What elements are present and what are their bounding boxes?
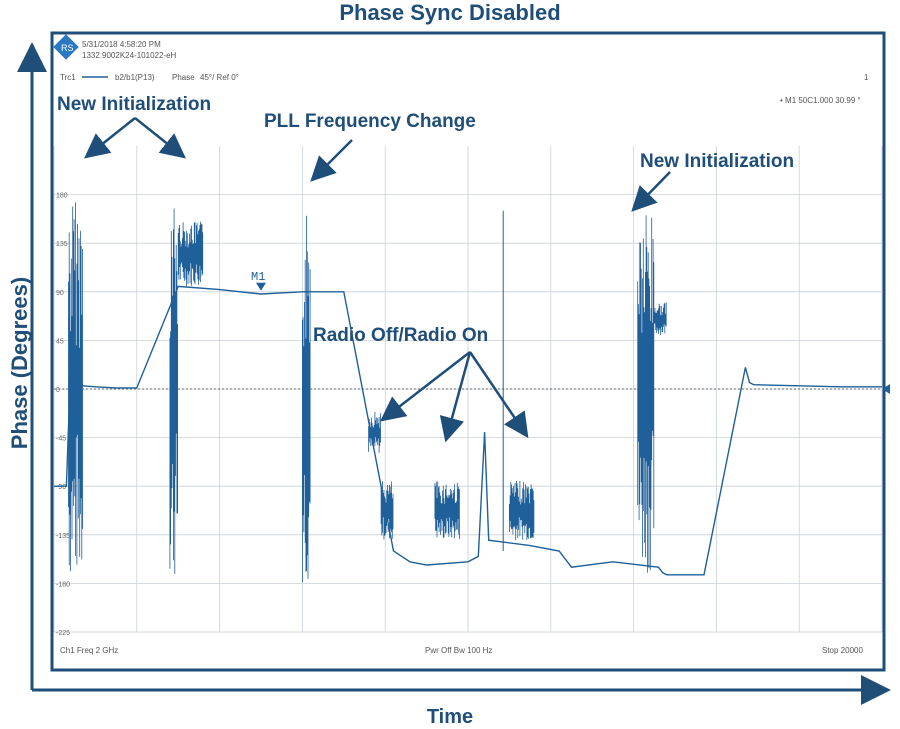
trace-format: Phase xyxy=(172,73,195,82)
trace-measure: b2/b1(P13) xyxy=(115,73,155,82)
trace-burst xyxy=(177,221,204,287)
footer-power: Pwr Off Bw 100 Hz xyxy=(425,646,492,655)
instrument-timestamp: 5/31/2018 4:58:20 PM xyxy=(82,40,161,49)
y-tick-labels: 180 135 90 45 0 -45 -90 -135 -180 -225 xyxy=(56,193,70,637)
trace-name: Trc1 xyxy=(60,73,76,82)
phase-trace xyxy=(54,285,882,576)
y-tick-label: 45 xyxy=(56,338,64,345)
y-tick-label: 135 xyxy=(56,241,68,248)
trace-burst xyxy=(380,481,394,540)
y-tick-label: -90 xyxy=(56,484,66,491)
y-tick-label: -225 xyxy=(56,630,70,637)
annotation-new-initialization-1: New Initialization xyxy=(57,94,211,115)
marker-m1-label: M1 xyxy=(251,270,265,284)
instrument-logo-icon: RS xyxy=(53,34,79,60)
annotation-new-initialization-2: New Initialization xyxy=(640,151,794,172)
channel-number: 1 xyxy=(864,73,869,82)
svg-text:RS: RS xyxy=(61,43,74,53)
y-tick-label: 90 xyxy=(56,290,64,297)
y-tick-label: 180 xyxy=(56,193,68,200)
trace-burst xyxy=(434,481,460,539)
trace-bursts xyxy=(68,202,667,583)
reference-marker-icon xyxy=(882,384,890,394)
figure-title: Phase Sync Disabled xyxy=(339,0,561,25)
footer-channel: Ch1 Freq 2 GHz xyxy=(60,646,118,655)
marker-m1-icon xyxy=(256,282,266,291)
footer-stop: Stop 20000 xyxy=(822,646,863,655)
trace-burst xyxy=(653,302,667,335)
x-axis-label: Time xyxy=(426,706,474,728)
y-tick-label: -135 xyxy=(56,533,70,540)
trace-burst xyxy=(509,480,535,541)
instrument-serial: 1332.9002K24-101022-eH xyxy=(82,51,177,60)
trace-burst xyxy=(302,215,311,583)
annotation-radio-off-on: Radio Off/Radio On xyxy=(313,325,488,346)
trace-burst xyxy=(169,208,178,574)
annotation-pll-frequency-change: PLL Frequency Change xyxy=(264,111,476,132)
y-tick-label: -45 xyxy=(56,436,66,443)
trace-scale: 45°/ Ref 0° xyxy=(200,73,239,82)
trace-burst xyxy=(637,215,655,573)
y-tick-label: -180 xyxy=(56,581,70,588)
marker-readout: • M1 50C1.000 30.99 ° xyxy=(780,96,861,105)
y-tick-label: 0 xyxy=(56,387,60,394)
